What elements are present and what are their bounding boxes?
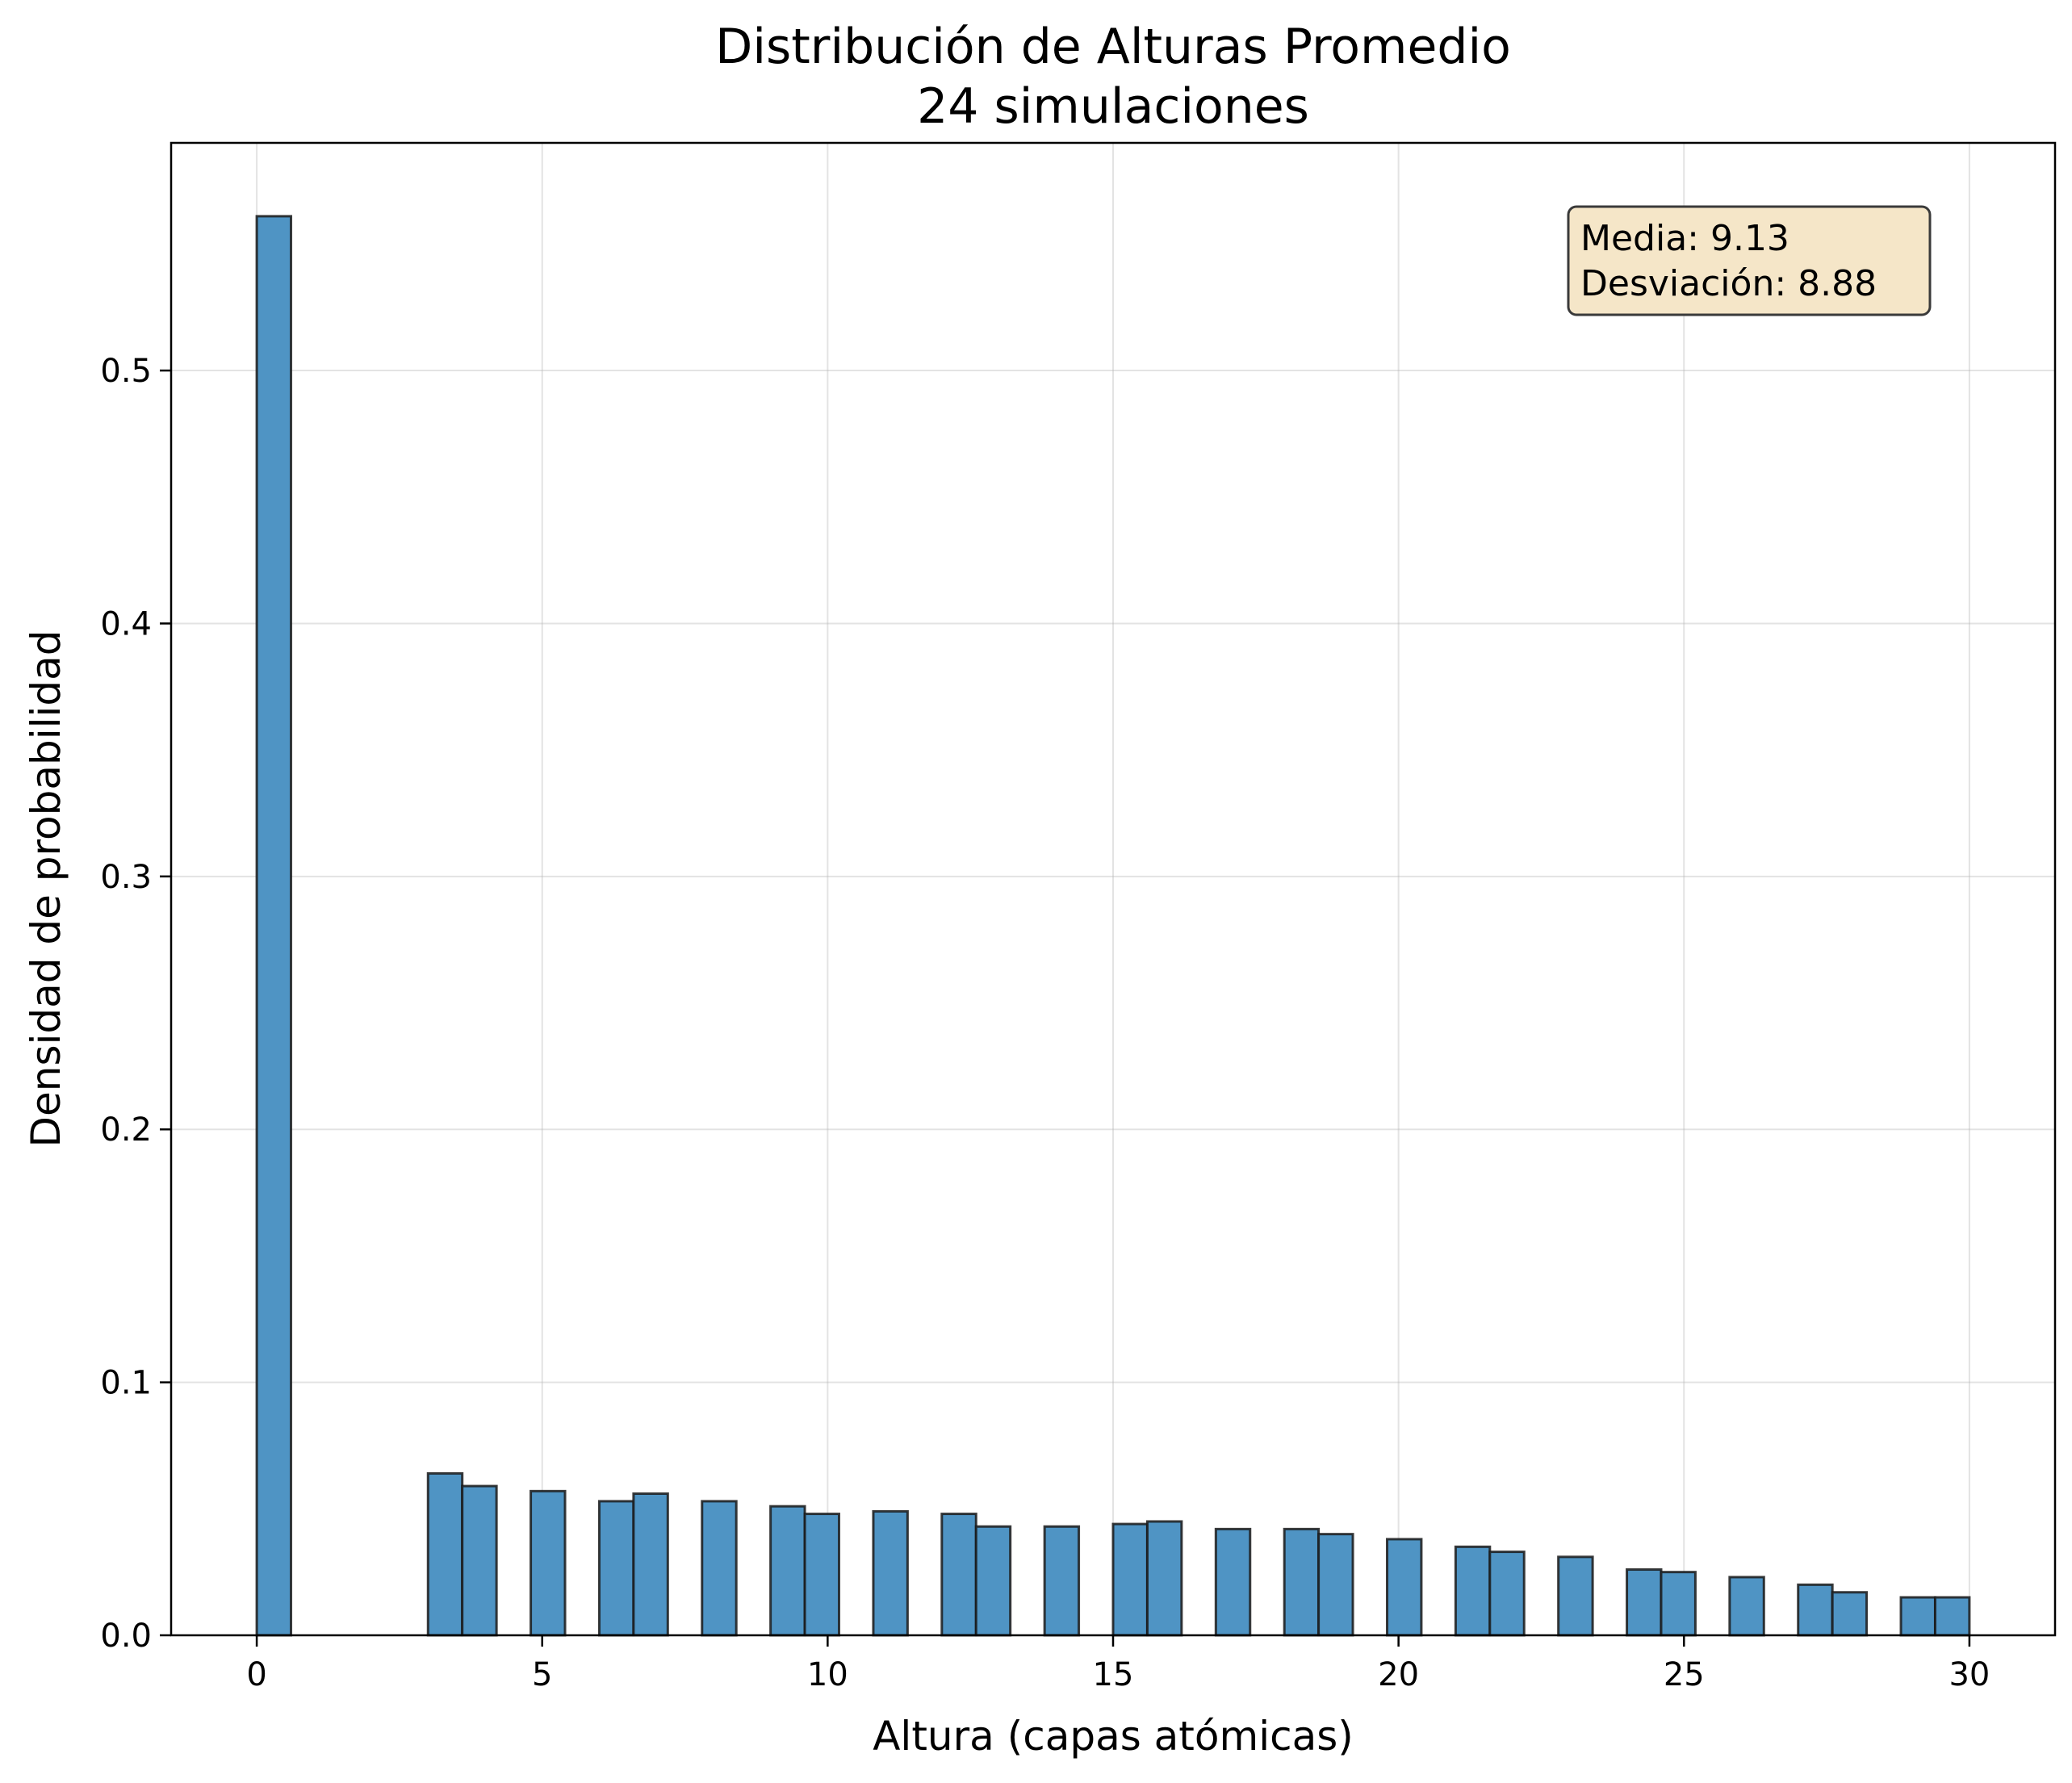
x-axis-ticks: 0 5 10 15 20 25 30 (246, 1635, 1990, 1693)
histogram-bar-13 (1111, 1522, 1149, 1637)
histogram-bar-11 (974, 1525, 1012, 1637)
y-tick-label-1: 0.1 (100, 1365, 152, 1402)
histogram-bar-2 (461, 1484, 498, 1637)
histogram-bar-7 (769, 1505, 806, 1637)
histogram-bar-16 (1283, 1527, 1321, 1637)
histogram-bar-15 (1214, 1527, 1252, 1637)
histogram-bar-28 (1933, 1596, 1971, 1637)
histogram-bar-26 (1831, 1591, 1869, 1637)
histogram-bar-23 (1660, 1571, 1697, 1637)
histogram-bar-5 (632, 1492, 669, 1637)
y-tick-label-2: 0.2 (100, 1111, 152, 1149)
x-tick-label-5: 25 (1664, 1656, 1705, 1693)
y-axis-label: Densidad de probabilidad (23, 630, 69, 1148)
y-tick-label-5: 0.5 (100, 353, 152, 390)
x-tick-label-0: 0 (246, 1656, 266, 1693)
histogram-bar-22 (1626, 1568, 1663, 1637)
x-tick-label-1: 5 (532, 1656, 552, 1693)
chart-title: Distribución de Alturas Promedio (715, 19, 1511, 75)
histogram-bar-25 (1797, 1583, 1834, 1637)
histogram-bar-10 (940, 1513, 977, 1637)
x-tick-label-3: 15 (1093, 1656, 1134, 1693)
histogram-bars (255, 215, 1971, 1637)
chart-subtitle: 24 simulaciones (917, 78, 1309, 135)
histogram-bar-4 (597, 1500, 635, 1637)
histogram-bar-9 (872, 1509, 909, 1637)
x-tick-label-6: 30 (1949, 1656, 1990, 1693)
histogram-bar-17 (1317, 1533, 1354, 1637)
x-tick-label-4: 20 (1378, 1656, 1419, 1693)
y-tick-label-3: 0.3 (100, 859, 152, 896)
y-tick-label-4: 0.4 (100, 605, 152, 642)
stats-box: Media: 9.13 Desviación: 8.88 (1567, 205, 1932, 316)
histogram-bar-3 (530, 1489, 567, 1637)
stats-box-background (1567, 205, 1932, 316)
histogram-bar-24 (1728, 1576, 1765, 1637)
histogram-bar-0 (255, 215, 293, 1637)
histogram-bar-1 (426, 1471, 464, 1637)
histogram-bar-14 (1145, 1520, 1183, 1637)
x-axis-label: Altura (capas atómicas) (873, 1713, 1354, 1760)
x-tick-label-2: 10 (807, 1656, 848, 1693)
histogram-bar-12 (1043, 1525, 1081, 1637)
histogram-bar-21 (1557, 1555, 1594, 1637)
histogram-bar-27 (1899, 1596, 1936, 1637)
stats-deviation: Desviación: 8.88 (1580, 263, 1877, 304)
histogram-bar-6 (701, 1500, 738, 1637)
histogram-bar-18 (1385, 1538, 1423, 1637)
y-tick-label-0: 0.0 (100, 1618, 152, 1655)
histogram-bar-20 (1488, 1551, 1526, 1637)
y-axis-ticks: 0.0 0.1 0.2 0.3 0.4 0.5 (100, 353, 171, 1655)
histogram-bar-19 (1454, 1545, 1492, 1637)
stats-mean: Media: 9.13 (1580, 218, 1789, 259)
plot-frame (170, 141, 2057, 1637)
histogram-bar-8 (803, 1513, 841, 1637)
